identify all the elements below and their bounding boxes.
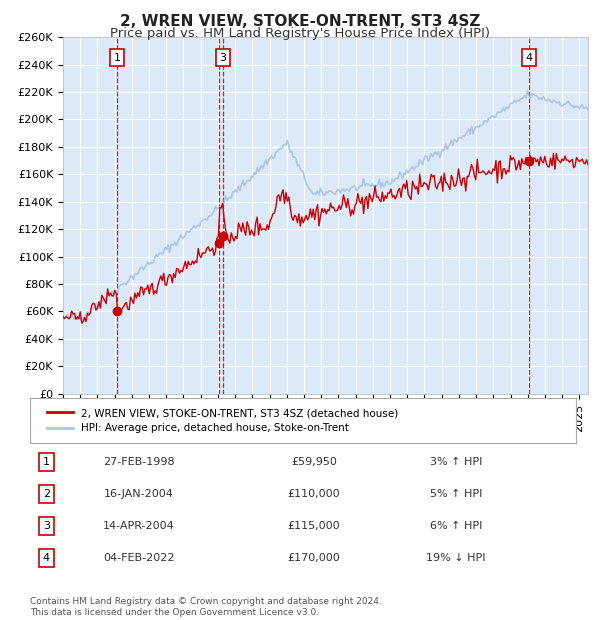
- Text: £59,950: £59,950: [291, 458, 337, 467]
- Text: 16-JAN-2004: 16-JAN-2004: [104, 489, 174, 499]
- Text: Price paid vs. HM Land Registry's House Price Index (HPI): Price paid vs. HM Land Registry's House …: [110, 27, 490, 40]
- Text: 1: 1: [43, 458, 50, 467]
- Text: 14-APR-2004: 14-APR-2004: [103, 521, 175, 531]
- Text: £110,000: £110,000: [287, 489, 340, 499]
- Legend: 2, WREN VIEW, STOKE-ON-TRENT, ST3 4SZ (detached house), HPI: Average price, deta: 2, WREN VIEW, STOKE-ON-TRENT, ST3 4SZ (d…: [41, 402, 405, 440]
- Text: 19% ↓ HPI: 19% ↓ HPI: [426, 552, 485, 562]
- Text: 4: 4: [526, 53, 533, 63]
- Text: 6% ↑ HPI: 6% ↑ HPI: [430, 521, 482, 531]
- Text: 3% ↑ HPI: 3% ↑ HPI: [430, 458, 482, 467]
- Text: 1: 1: [114, 53, 121, 63]
- Text: 04-FEB-2022: 04-FEB-2022: [103, 552, 175, 562]
- Text: 2, WREN VIEW, STOKE-ON-TRENT, ST3 4SZ: 2, WREN VIEW, STOKE-ON-TRENT, ST3 4SZ: [120, 14, 480, 29]
- Text: 2: 2: [43, 489, 50, 499]
- Text: £170,000: £170,000: [287, 552, 340, 562]
- Text: 5% ↑ HPI: 5% ↑ HPI: [430, 489, 482, 499]
- Text: 3: 3: [43, 521, 50, 531]
- Text: 3: 3: [220, 53, 226, 63]
- Text: 27-FEB-1998: 27-FEB-1998: [103, 458, 175, 467]
- Text: £115,000: £115,000: [287, 521, 340, 531]
- Text: 4: 4: [43, 552, 50, 562]
- Text: Contains HM Land Registry data © Crown copyright and database right 2024.
This d: Contains HM Land Registry data © Crown c…: [30, 598, 382, 617]
